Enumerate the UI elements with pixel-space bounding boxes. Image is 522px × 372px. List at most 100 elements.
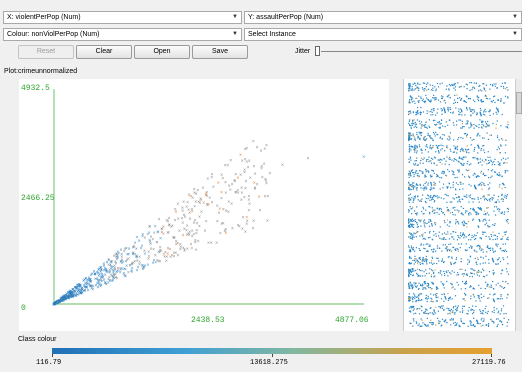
strip-point xyxy=(488,259,490,261)
open-button[interactable]: Open xyxy=(134,45,190,59)
data-point: × xyxy=(53,302,56,308)
strip-point xyxy=(437,159,439,161)
x-axis-select[interactable]: X: violentPerPop (Num) ▼ xyxy=(3,11,242,24)
strip-point xyxy=(424,311,426,313)
strip-point xyxy=(478,161,480,164)
strip-point xyxy=(507,273,510,275)
data-point: × xyxy=(258,194,261,200)
strip-point xyxy=(416,145,418,147)
reset-button[interactable]: Reset xyxy=(18,45,74,59)
strip-point xyxy=(429,146,431,148)
strip-point xyxy=(430,175,433,178)
strip-point xyxy=(484,95,486,97)
data-point: × xyxy=(115,261,118,267)
strip-point xyxy=(498,186,501,188)
data-point: × xyxy=(148,254,151,260)
attribute-panel[interactable] xyxy=(403,79,522,331)
strip-point xyxy=(481,188,483,190)
data-point: × xyxy=(124,273,127,279)
chevron-down-icon: ▼ xyxy=(512,14,518,20)
strip-point xyxy=(489,88,491,90)
strip-point xyxy=(446,145,448,147)
jitter-slider-thumb[interactable] xyxy=(315,46,320,56)
colour-select[interactable]: Colour: nonViolPerPop (Num) ▼ xyxy=(3,28,242,41)
strip-point xyxy=(486,199,489,202)
strip-point xyxy=(417,288,420,290)
strip-point xyxy=(459,113,461,116)
strip-point xyxy=(411,183,413,186)
strip-point xyxy=(432,187,434,189)
data-point: × xyxy=(52,302,55,308)
data-point: × xyxy=(68,294,71,300)
vertical-scrollbar[interactable] xyxy=(515,79,522,331)
data-point: × xyxy=(183,249,186,255)
strip-point xyxy=(484,223,486,226)
scatter-plot[interactable]: 4932.5 2466.25 0 2438.53 4877.06 × × × × × × ×… xyxy=(19,79,389,331)
strip-point xyxy=(473,111,476,113)
strip-point xyxy=(433,262,435,264)
data-point: × xyxy=(188,229,191,235)
instance-select[interactable]: Select Instance ▼ xyxy=(244,28,522,41)
strip-point xyxy=(416,119,419,121)
data-point: × xyxy=(52,302,55,308)
strip-point xyxy=(471,276,474,278)
strip-point xyxy=(501,286,503,288)
strip-point xyxy=(416,87,418,89)
data-point: × xyxy=(122,271,125,277)
data-point: × xyxy=(99,270,102,276)
strip-point xyxy=(453,173,455,176)
strip-point xyxy=(435,288,438,290)
strip-point xyxy=(466,134,468,136)
strip-point xyxy=(445,160,447,162)
data-point: × xyxy=(191,228,194,234)
scrollbar-thumb[interactable] xyxy=(516,92,522,114)
strip-point xyxy=(418,144,421,146)
strip-point xyxy=(494,293,496,295)
x-tick-max: 4877.06 xyxy=(335,316,369,325)
strip-point xyxy=(427,221,430,224)
strip-point xyxy=(488,271,491,273)
data-point: × xyxy=(235,190,238,196)
strip-point xyxy=(418,176,420,178)
strip-point xyxy=(458,136,460,139)
strip-point xyxy=(451,201,453,203)
strip-point xyxy=(420,285,422,287)
strip-point xyxy=(501,187,503,189)
strip-point xyxy=(457,211,460,213)
strip-point xyxy=(477,244,480,247)
strip-point xyxy=(423,280,425,283)
strip-point xyxy=(410,271,413,273)
data-point: × xyxy=(60,296,63,302)
data-point: × xyxy=(61,299,64,305)
data-point: × xyxy=(142,265,145,271)
strip-point xyxy=(411,288,413,290)
strip-point xyxy=(408,201,410,203)
strip-point xyxy=(411,207,413,210)
strip-point xyxy=(497,312,499,314)
strip-point xyxy=(483,295,485,297)
data-point: × xyxy=(220,221,223,227)
strip-point xyxy=(465,280,467,283)
strip-point xyxy=(450,243,452,245)
strip-point xyxy=(479,158,481,160)
y-axis-select[interactable]: Y: assaultPerPop (Num) ▼ xyxy=(244,11,522,24)
strip-point xyxy=(410,233,412,236)
strip-point xyxy=(424,287,426,289)
data-point: × xyxy=(147,256,150,262)
strip-point xyxy=(442,183,445,185)
data-point: × xyxy=(70,290,73,296)
data-point: × xyxy=(102,263,105,269)
strip-point xyxy=(500,100,502,103)
data-point: × xyxy=(52,302,55,308)
strip-point xyxy=(505,268,508,270)
jitter-slider-track[interactable] xyxy=(321,51,522,52)
strip-point xyxy=(426,300,428,303)
strip-point xyxy=(429,160,431,162)
strip-point xyxy=(417,109,419,112)
strip-point xyxy=(435,222,437,224)
strip-point xyxy=(458,171,460,173)
clear-button[interactable]: Clear xyxy=(76,45,132,59)
save-button[interactable]: Save xyxy=(192,45,248,59)
strip-point xyxy=(468,169,470,171)
strip-point xyxy=(415,269,417,272)
